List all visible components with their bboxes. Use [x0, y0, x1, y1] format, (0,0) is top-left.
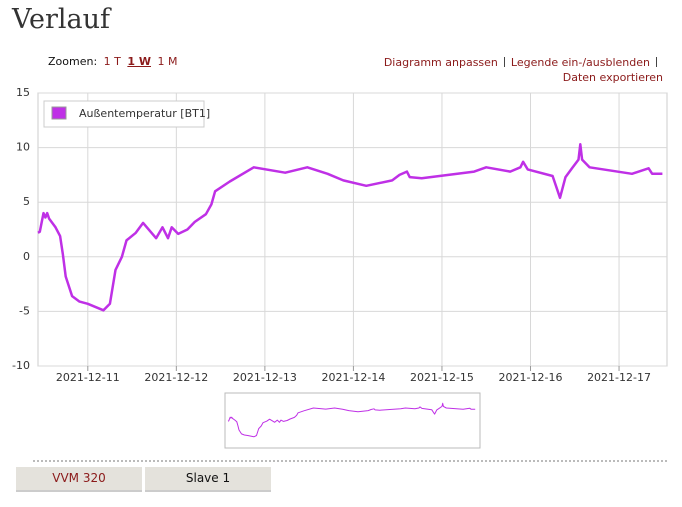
legend-swatch	[51, 106, 67, 120]
navigator-line	[227, 402, 476, 438]
page-title: Verlauf	[12, 4, 111, 35]
chart-links: Diagramm anpassen Legende ein-/ausblenden…	[360, 55, 663, 85]
zoom-option[interactable]: 1 M	[157, 55, 178, 68]
separator	[33, 460, 667, 462]
chart: -10 -5 0 5 10 15 2021-12-11 2021-12-12 2021-12-1…	[12, 86, 668, 449]
link[interactable]: Diagramm anpassen	[384, 56, 511, 69]
x-tick-label: 2021-12-16	[499, 371, 563, 384]
y-tick-label: 5	[23, 195, 30, 208]
legend-label: Außentemperatur [BT1]	[79, 107, 210, 120]
x-tick-label: 2021-12-13	[233, 371, 297, 384]
x-tick-label: 2021-12-11	[56, 371, 120, 384]
y-tick-label: 0	[23, 250, 30, 263]
link[interactable]: Legende ein-/ausblenden	[511, 56, 663, 69]
y-tick-label: -10	[12, 359, 30, 372]
tab[interactable]: VVM 320	[16, 467, 142, 492]
y-tick-label: 15	[16, 86, 30, 99]
x-tick-label: 2021-12-15	[410, 371, 474, 384]
plot-area	[37, 92, 668, 367]
y-tick-label: -5	[19, 304, 30, 317]
x-tick-label: 2021-12-14	[321, 371, 385, 384]
zoom-bar: Zoomen: 1 T 1 W 1 M	[48, 55, 178, 68]
zoom-label: Zoomen:	[48, 55, 98, 68]
zoom-option[interactable]: 1 T	[103, 55, 121, 68]
series-line	[37, 143, 663, 312]
navigator	[224, 392, 481, 449]
zoom-option[interactable]: 1 W	[127, 55, 151, 68]
link[interactable]: Daten exportieren	[562, 71, 663, 84]
legend-box	[43, 100, 205, 128]
tab[interactable]: Slave 1	[145, 467, 271, 492]
x-tick-label: 2021-12-17	[587, 371, 651, 384]
x-tick-label: 2021-12-12	[144, 371, 208, 384]
y-tick-label: 10	[16, 141, 30, 154]
